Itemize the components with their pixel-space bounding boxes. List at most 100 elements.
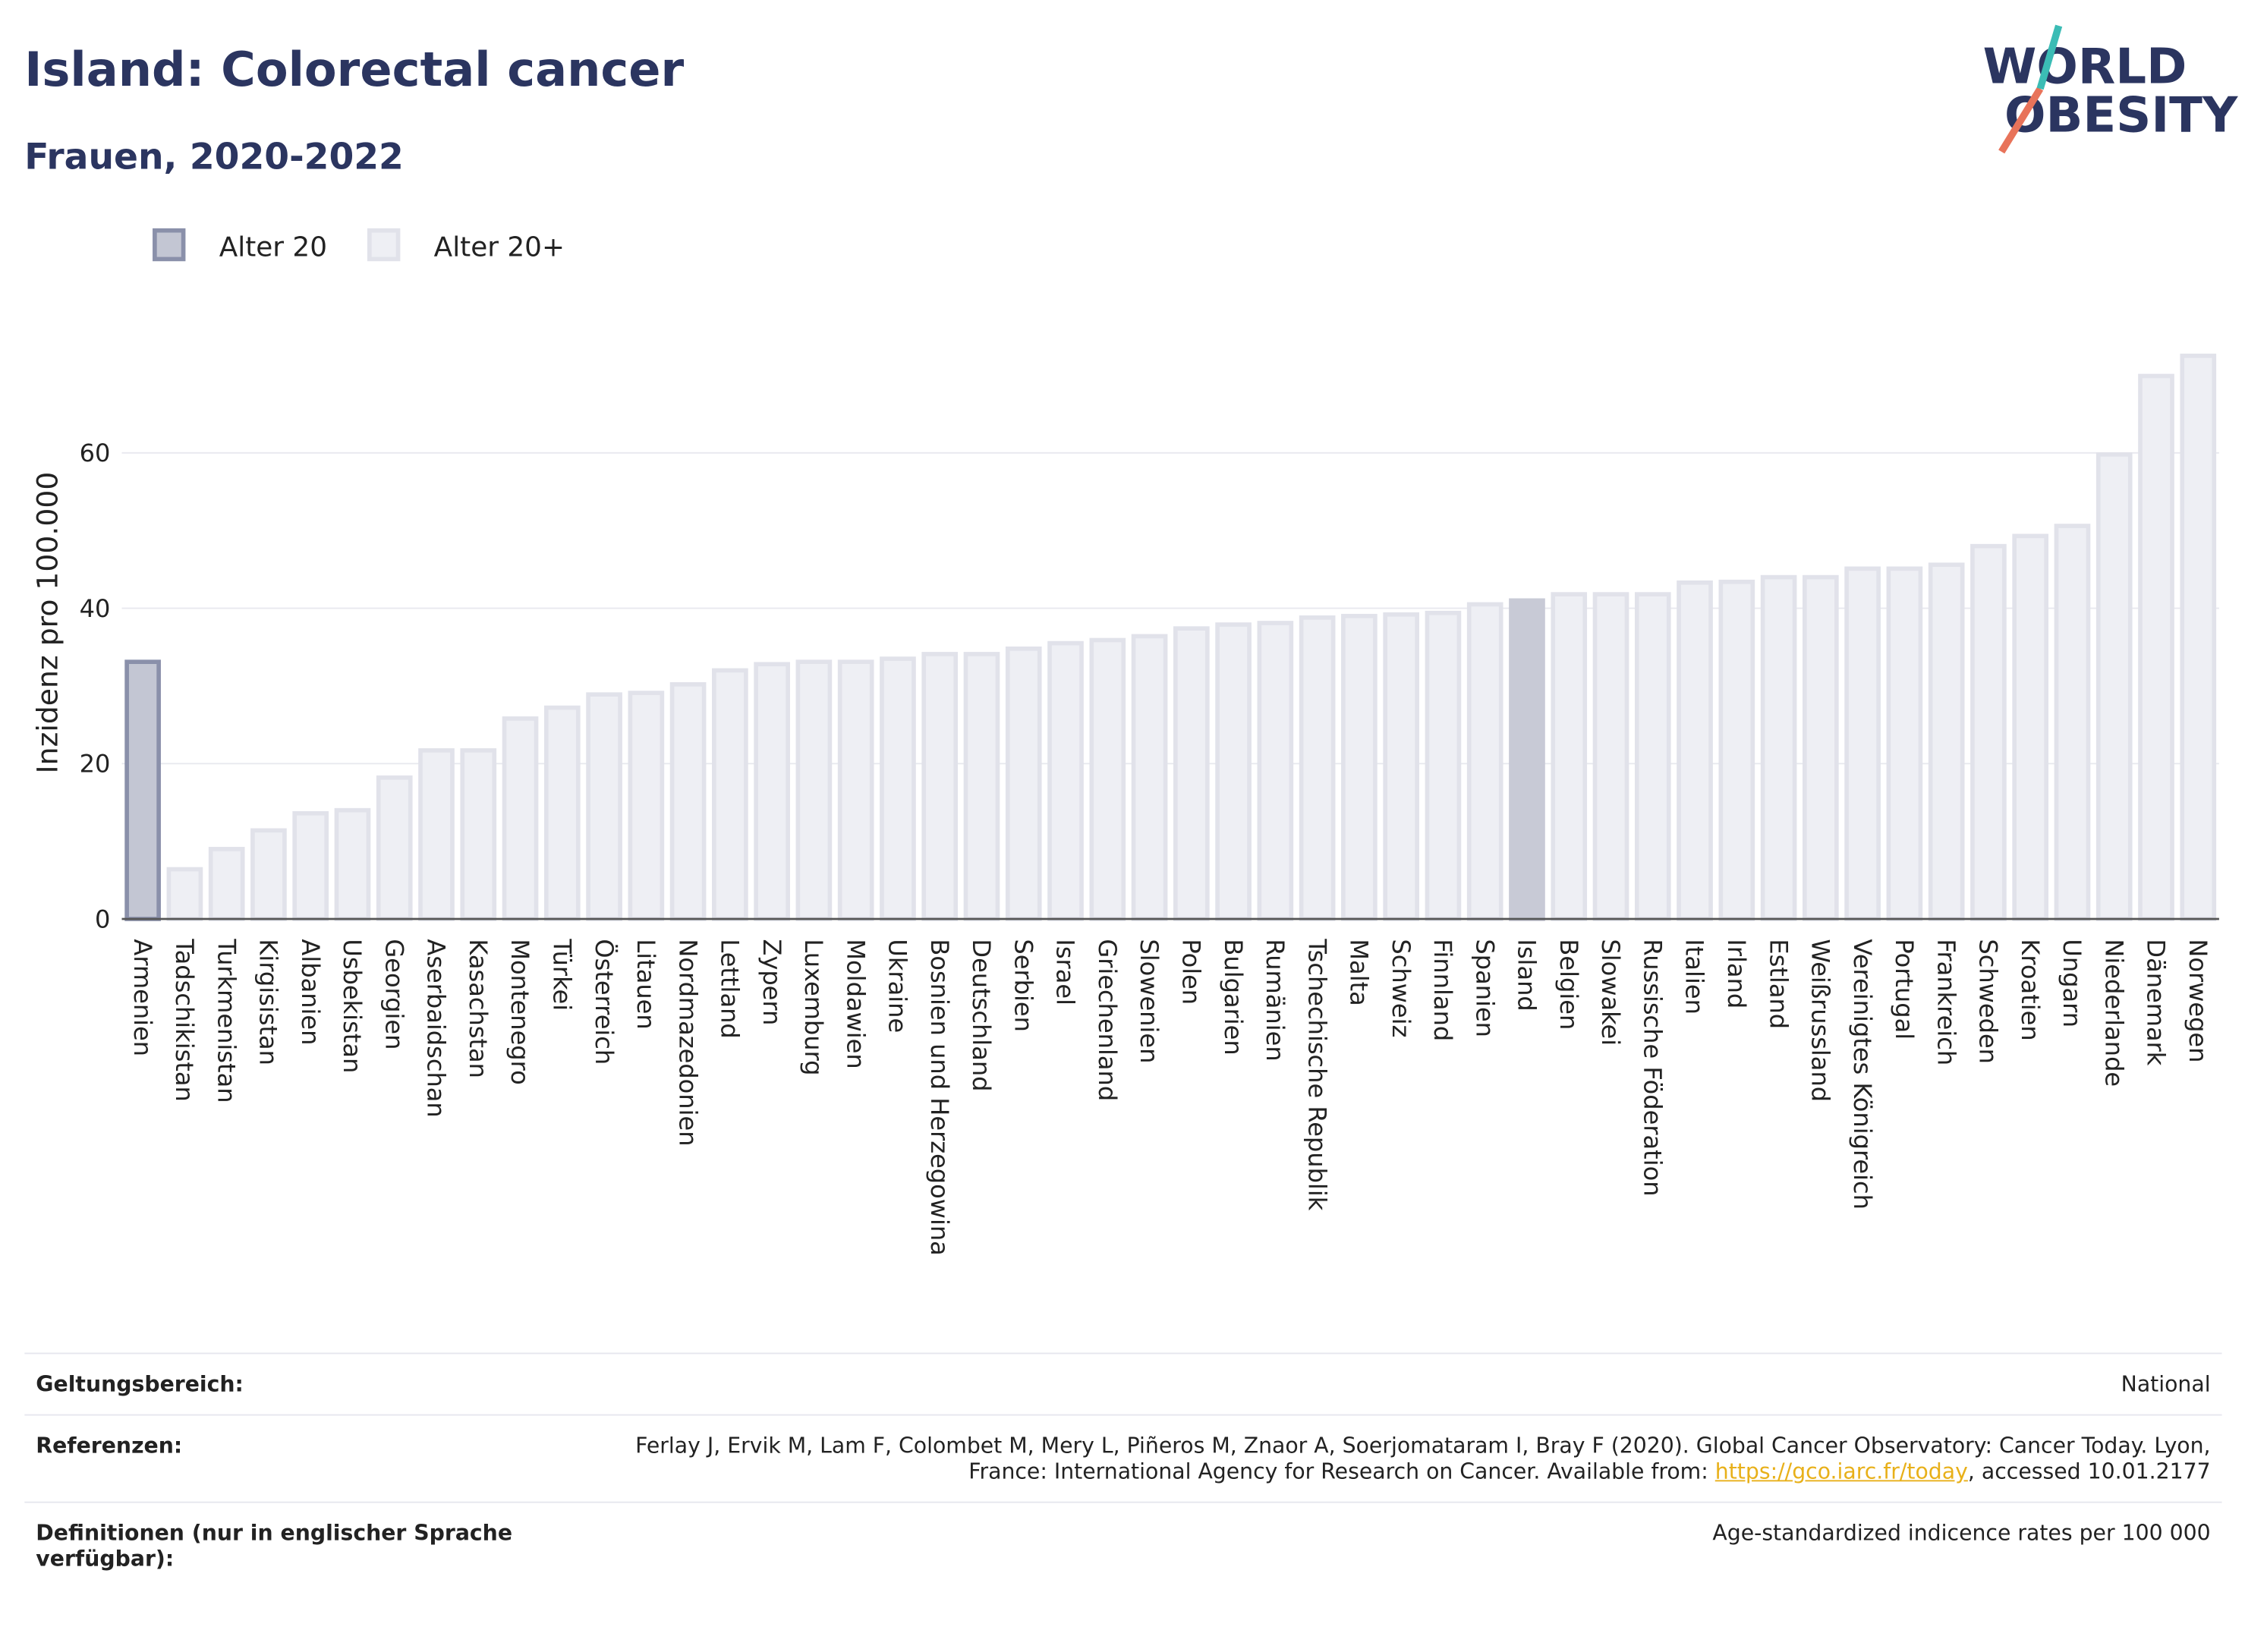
bar <box>921 652 959 921</box>
bar <box>1257 621 1294 921</box>
x-tick-label: Usbekistan <box>338 939 367 1073</box>
x-tick-label: Weißrussland <box>1806 939 1835 1102</box>
x-tick-label: Armenien <box>128 939 157 1056</box>
y-tick-label: 40 <box>80 594 111 623</box>
x-tick-label: Schweiz <box>1387 939 1415 1037</box>
bar <box>1634 592 1671 921</box>
bar <box>963 652 1000 921</box>
bar <box>1760 574 1797 921</box>
bar <box>2138 373 2174 921</box>
bar <box>460 748 497 921</box>
bar <box>712 668 748 921</box>
x-tick-label: Kroatien <box>2016 939 2045 1040</box>
bar <box>754 662 790 921</box>
x-tick-label: Turkmenistan <box>212 938 241 1103</box>
bar <box>1928 562 1965 921</box>
y-tick-label: 20 <box>80 750 111 779</box>
bar <box>1047 640 1084 921</box>
bar <box>1886 566 1923 921</box>
x-tick-label: Aserbaidschan <box>422 939 451 1117</box>
x-tick-label: Frankreich <box>1932 939 1960 1065</box>
footer-label: Geltungsbereich: <box>36 1371 244 1398</box>
x-tick-label: Polen <box>1177 939 1206 1005</box>
x-tick-label: Dänemark <box>2142 939 2171 1065</box>
x-tick-label: Kasachstan <box>464 939 493 1078</box>
footer-value: National <box>2121 1371 2211 1397</box>
x-tick-label: Serbien <box>1009 939 1037 1032</box>
footer-label: Definitionen (nur in englischer Sprache … <box>36 1520 513 1572</box>
footer-text: , accessed 10.01.2177 <box>1967 1458 2211 1485</box>
x-tick-label: Belgien <box>1554 939 1583 1030</box>
footer-row: Referenzen: Ferlay J, Ervik M, Lam F, Col… <box>24 1414 2222 1502</box>
x-tick-label: Moldawien <box>841 939 870 1068</box>
bar <box>2054 524 2091 921</box>
footer-row: Geltungsbereich: National <box>24 1352 2222 1414</box>
x-tick-label: Türkei <box>547 938 576 1011</box>
x-tick-label: Island <box>1513 939 1541 1011</box>
bar <box>795 659 833 921</box>
y-tick-label: 60 <box>80 439 111 467</box>
y-axis-label: Inzidenz pro 100.000 <box>31 472 65 774</box>
x-tick-label: Niederlande <box>2099 939 2128 1087</box>
x-tick-label: Tschechische Republik <box>1302 938 1331 1210</box>
logo-stroke <box>1998 87 2044 154</box>
footer-link[interactable]: https://gco.iarc.fr/today <box>1714 1458 1968 1485</box>
x-tick-label: Spanien <box>1470 939 1499 1037</box>
bar <box>1215 622 1252 921</box>
bar <box>502 716 539 921</box>
bar <box>586 692 622 921</box>
footer-value: Age-standardized indicence rates per 100… <box>1712 1520 2210 1572</box>
legend-swatch <box>367 228 401 262</box>
x-tick-label: Ukraine <box>883 939 912 1033</box>
bar <box>2095 452 2133 921</box>
footer-text: National <box>2121 1371 2211 1398</box>
x-tick-label: Slowenien <box>1135 939 1163 1063</box>
bar <box>1089 637 1126 921</box>
bar <box>418 748 455 921</box>
bar <box>1509 598 1545 921</box>
x-tick-label: Zypern <box>757 939 786 1025</box>
bar <box>1677 580 1713 921</box>
footer-text: Age-standardized indicence rates per 100… <box>1712 1520 2211 1547</box>
x-tick-label: Israel <box>1051 939 1080 1005</box>
bar <box>1844 566 1881 921</box>
x-tick-label: Nordmazedonien <box>673 939 702 1146</box>
bar <box>1173 626 1210 921</box>
x-tick-label: Irland <box>1722 939 1751 1009</box>
bar <box>166 867 203 921</box>
x-tick-label: Schweden <box>1974 939 2003 1064</box>
bar <box>669 682 707 921</box>
footer-value: Ferlay J, Ervik M, Lam F, Colombet M, Me… <box>607 1433 2211 1485</box>
logo-text: WORLD <box>1983 38 2187 95</box>
bar <box>1005 646 1042 921</box>
bar <box>334 807 371 921</box>
bar <box>1970 543 2007 921</box>
bar <box>1551 592 1588 921</box>
x-tick-label: Deutschland <box>967 939 996 1091</box>
logo-stroke <box>2036 24 2063 90</box>
legend-label: Alter 20+ <box>434 232 565 263</box>
chart-subtitle: Frauen, 2020-2022 <box>24 137 404 178</box>
legend-swatch <box>153 228 186 262</box>
bar <box>1341 613 1378 921</box>
x-tick-label: Georgien <box>379 939 408 1049</box>
x-tick-label: Griechenland <box>1093 939 1122 1101</box>
bar <box>376 775 413 921</box>
x-tick-label: Slowakei <box>1596 939 1625 1046</box>
x-tick-label: Estland <box>1764 939 1793 1029</box>
bar <box>1131 634 1168 921</box>
x-tick-label: Lettland <box>716 939 745 1038</box>
bar <box>1466 602 1503 921</box>
bar <box>1803 574 1839 921</box>
x-tick-label: Kirgisistan <box>254 939 283 1065</box>
y-tick-label: 0 <box>95 905 110 933</box>
bar <box>208 847 245 921</box>
bar <box>124 659 161 921</box>
x-tick-label: Russische Föderation <box>1638 939 1667 1196</box>
bar <box>1299 615 1336 921</box>
x-tick-label: Norwegen <box>2184 939 2212 1062</box>
footer-label: Referenzen: <box>36 1433 183 1459</box>
legend: Alter 20 Alter 20+ <box>153 228 565 263</box>
